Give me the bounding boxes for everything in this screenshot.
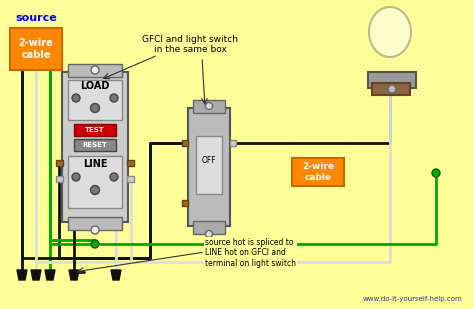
Text: OFF: OFF bbox=[202, 155, 216, 164]
FancyBboxPatch shape bbox=[193, 221, 225, 234]
Polygon shape bbox=[69, 270, 79, 280]
Text: source: source bbox=[15, 13, 57, 23]
Text: www.do-it-yourself-help.com: www.do-it-yourself-help.com bbox=[362, 296, 462, 302]
FancyBboxPatch shape bbox=[56, 176, 63, 182]
FancyBboxPatch shape bbox=[68, 217, 122, 230]
FancyBboxPatch shape bbox=[368, 72, 416, 88]
Text: RESET: RESET bbox=[82, 142, 108, 148]
FancyBboxPatch shape bbox=[372, 83, 410, 95]
FancyBboxPatch shape bbox=[56, 160, 63, 166]
Circle shape bbox=[388, 85, 396, 93]
FancyBboxPatch shape bbox=[182, 140, 188, 146]
Text: source hot is spliced to
LINE hot on GFCI and
terminal on light switch: source hot is spliced to LINE hot on GFC… bbox=[205, 238, 296, 268]
Polygon shape bbox=[31, 270, 41, 280]
FancyBboxPatch shape bbox=[127, 176, 134, 182]
Ellipse shape bbox=[369, 7, 411, 57]
Circle shape bbox=[91, 240, 99, 248]
FancyBboxPatch shape bbox=[10, 28, 62, 70]
Circle shape bbox=[206, 103, 212, 109]
FancyBboxPatch shape bbox=[292, 158, 344, 186]
Circle shape bbox=[432, 169, 440, 177]
FancyBboxPatch shape bbox=[188, 108, 230, 226]
Polygon shape bbox=[111, 270, 121, 280]
Text: 2-wire
cable: 2-wire cable bbox=[18, 38, 54, 60]
Text: TEST: TEST bbox=[85, 127, 105, 133]
Polygon shape bbox=[45, 270, 55, 280]
FancyBboxPatch shape bbox=[196, 136, 222, 194]
FancyBboxPatch shape bbox=[182, 200, 188, 206]
FancyBboxPatch shape bbox=[62, 72, 128, 222]
FancyBboxPatch shape bbox=[230, 140, 236, 146]
Circle shape bbox=[72, 173, 80, 181]
FancyBboxPatch shape bbox=[68, 156, 122, 208]
Polygon shape bbox=[17, 270, 27, 280]
Circle shape bbox=[91, 66, 99, 74]
Text: LOAD: LOAD bbox=[80, 81, 109, 91]
Text: 2-wire
cable: 2-wire cable bbox=[302, 162, 334, 182]
Circle shape bbox=[91, 185, 100, 194]
FancyBboxPatch shape bbox=[127, 160, 134, 166]
Circle shape bbox=[91, 104, 100, 112]
FancyBboxPatch shape bbox=[68, 64, 122, 77]
Circle shape bbox=[110, 173, 118, 181]
Circle shape bbox=[91, 226, 99, 234]
Circle shape bbox=[206, 231, 212, 238]
Text: GFCI and light switch
in the same box: GFCI and light switch in the same box bbox=[142, 35, 238, 54]
FancyBboxPatch shape bbox=[74, 124, 116, 136]
FancyBboxPatch shape bbox=[193, 100, 225, 113]
FancyBboxPatch shape bbox=[68, 80, 122, 120]
Circle shape bbox=[72, 94, 80, 102]
Text: LINE: LINE bbox=[83, 159, 107, 169]
Circle shape bbox=[110, 94, 118, 102]
FancyBboxPatch shape bbox=[74, 139, 116, 151]
